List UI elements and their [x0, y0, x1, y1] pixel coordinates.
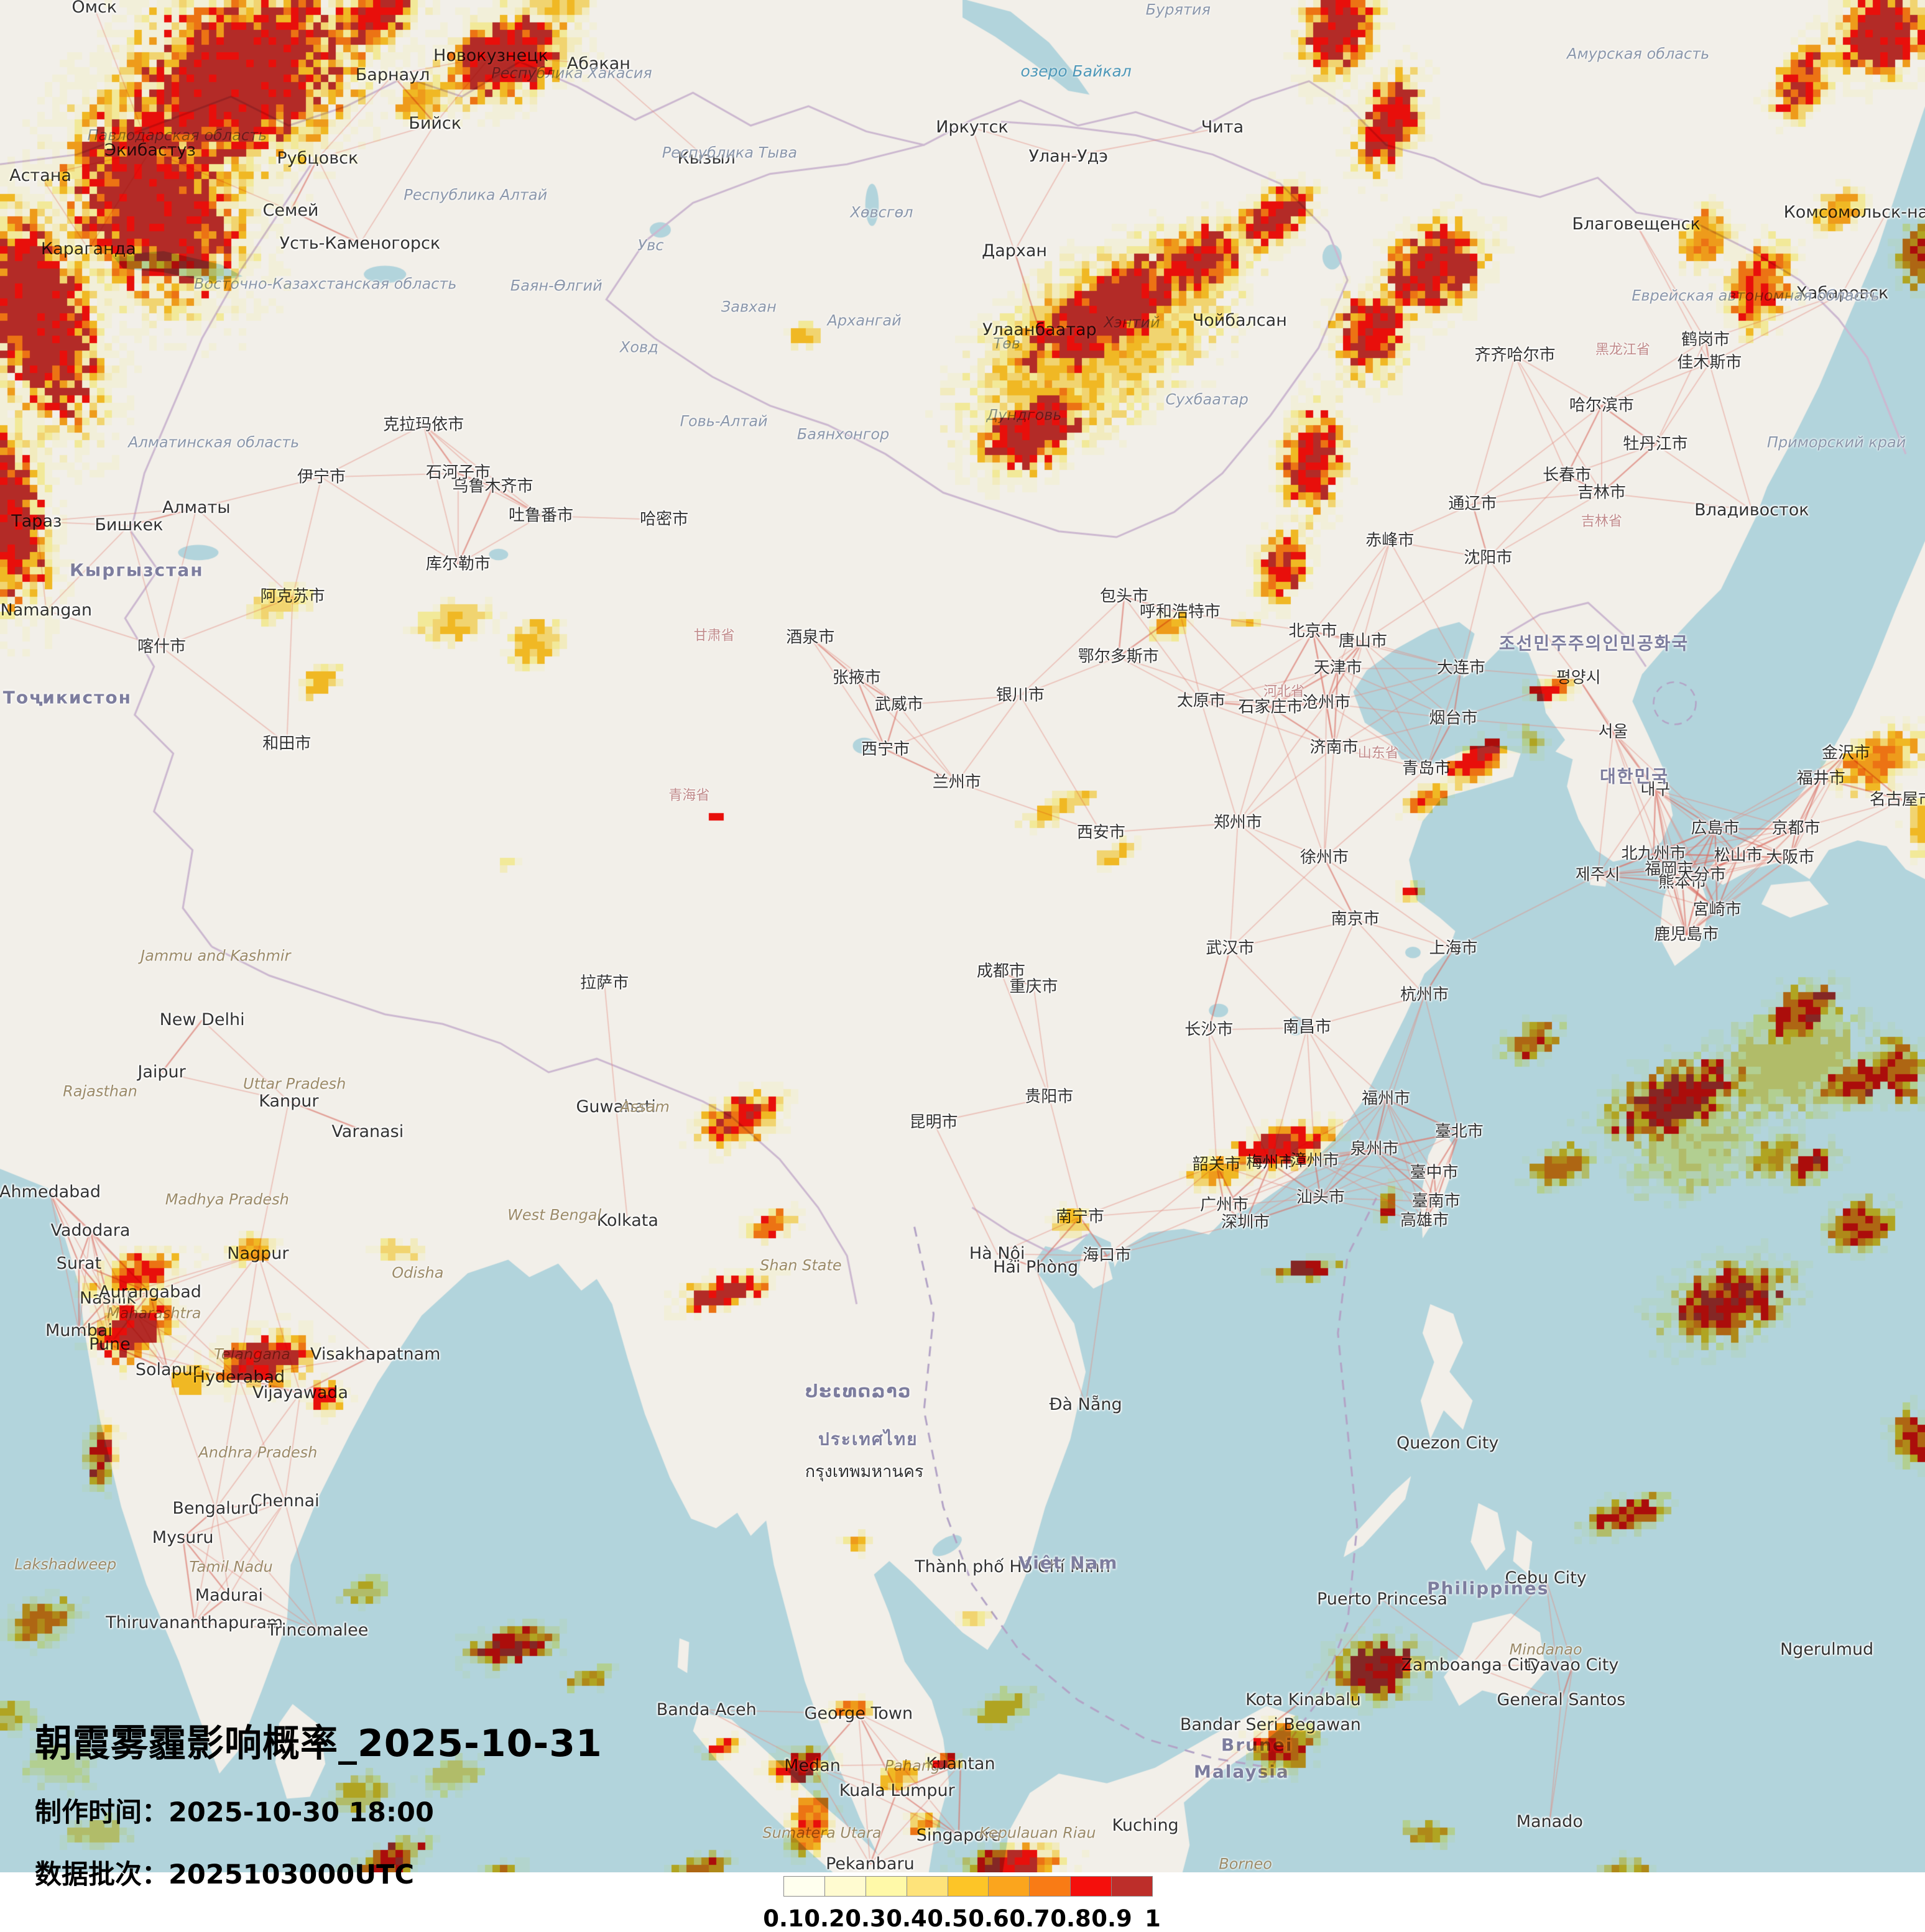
legend-tick: 0.8: [1050, 1905, 1091, 1932]
legend-color-cells: [783, 1876, 1153, 1897]
legend-cell: [784, 1877, 825, 1896]
legend-tick: 1: [1145, 1905, 1161, 1932]
legend-tick-labels: 0.1 0.2 0.3 0.4 0.5 0.6 0.7 0.8 0.9 1: [763, 1897, 1161, 1932]
made-time-label: 制作时间：: [35, 1797, 168, 1828]
legend-tick: 0.2: [804, 1905, 845, 1932]
heatmap-overlay-canvas: [0, 0, 1925, 1872]
legend-cell: [824, 1877, 866, 1896]
legend-cell: [1071, 1877, 1112, 1896]
map-title: 朝霞雾霾影响概率_2025-10-31: [35, 1722, 602, 1765]
legend-tick: 0.5: [927, 1905, 968, 1932]
made-time-line: 制作时间：2025-10-30 18:00: [35, 1791, 602, 1829]
title-block: 朝霞雾霾影响概率_2025-10-31 制作时间：2025-10-30 18:0…: [35, 1713, 602, 1892]
legend-tick: 0.6: [968, 1905, 1009, 1932]
legend-cell: [1112, 1877, 1153, 1896]
legend-tick: 0.1: [763, 1905, 804, 1932]
legend-tick: 0.4: [886, 1905, 927, 1932]
batch-line: 数据批次：2025103000UTC: [35, 1853, 602, 1892]
legend-cell: [1030, 1877, 1071, 1896]
probability-legend: 0.1 0.2 0.3 0.4 0.5 0.6 0.7 0.8 0.9 1: [763, 1876, 1161, 1932]
legend-tick: 0.7: [1009, 1905, 1050, 1932]
legend-tick: 0.9: [1091, 1905, 1132, 1932]
batch-label: 数据批次：: [35, 1859, 168, 1890]
legend-cell: [907, 1877, 948, 1896]
legend-cell: [948, 1877, 989, 1896]
legend-tick: 0.3: [845, 1905, 886, 1932]
batch-value: 2025103000UTC: [168, 1859, 414, 1890]
legend-cell: [866, 1877, 907, 1896]
legend-cell: [989, 1877, 1030, 1896]
made-time-value: 2025-10-30 18:00: [168, 1797, 434, 1828]
